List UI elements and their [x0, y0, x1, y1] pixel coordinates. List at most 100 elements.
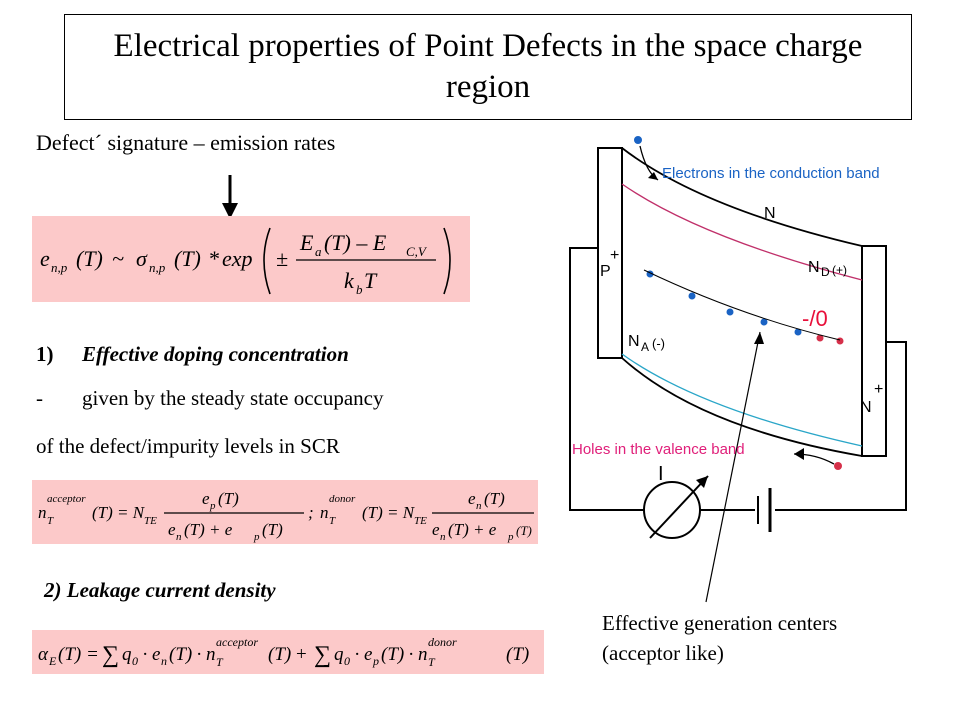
f3-targ4: (T)	[506, 644, 529, 665]
ammeter-icon	[643, 481, 701, 539]
item1-line2: of the defect/impurity levels in SCR	[36, 434, 340, 458]
f2-den-mid: (T) + e	[184, 520, 233, 539]
f3-alpha: α	[38, 644, 49, 665]
item1-heading: 1) Effective doping concentration	[36, 342, 349, 367]
f3-sum1: ∑	[102, 642, 119, 668]
label-nd-charge: (+)	[832, 263, 847, 277]
f2-don-sup: donor	[329, 493, 356, 505]
f3-targ3: (T)	[381, 644, 404, 665]
item1-dash: -	[36, 386, 43, 410]
f2-T-sub: T	[47, 515, 54, 527]
f2-arg: (T) = N	[92, 503, 146, 522]
f3-n1-sup: acceptor	[216, 635, 258, 649]
f2-nte-sub2: TE	[414, 515, 427, 527]
item1-heading-text: Effective doping concentration	[82, 342, 349, 366]
n-contact	[861, 245, 887, 457]
conduction-band-line	[621, 183, 863, 281]
defect-level-dot	[726, 308, 734, 316]
item2-heading: 2) Leakage current density	[44, 578, 276, 602]
f2-den-end: (T)	[262, 520, 283, 539]
f2-den-e: e	[168, 520, 176, 539]
f3-n1: n	[206, 644, 216, 665]
f2-den-p-sub: p	[253, 531, 260, 543]
conduction-band-top	[621, 147, 863, 247]
item1-line1: - given by the steady state occupancy	[36, 386, 383, 411]
f2-den-end2: (T)	[516, 523, 532, 538]
f3-targ1: (T)	[169, 644, 192, 665]
circuit-wire-right	[775, 341, 907, 511]
hole-dot-bottom	[834, 462, 842, 470]
occupancy-formula: n acceptor T (T) = N TE e p (T) e n (T) …	[32, 480, 538, 544]
label-holes: Holes in the valence band	[572, 441, 745, 458]
label-na: N	[628, 333, 640, 350]
f3-q1-sub: 0	[132, 654, 138, 668]
f2-arg2: (T) = N	[362, 503, 416, 522]
slide-title: Electrical properties of Point Defects i…	[113, 27, 863, 105]
f3-n2-sup: donor	[428, 635, 457, 649]
f1-num-E-sub: a	[315, 244, 322, 259]
defect-level-dot	[688, 292, 696, 300]
defect-level-dot	[760, 318, 768, 326]
leakage-current-formula: α E (T) = ∑ q 0 · e n (T) · n acceptor T…	[32, 630, 544, 674]
label-nplus-sup: +	[874, 381, 883, 398]
valence-band-line	[621, 353, 863, 447]
label-p: P	[600, 263, 611, 280]
f3-arg: (T) =	[58, 644, 99, 665]
f3-dot1: ·	[142, 644, 148, 665]
f3-e1-sub: n	[161, 654, 167, 668]
f3-dot3: ·	[354, 644, 360, 665]
label-nplus: N	[860, 399, 872, 416]
generation-pointer-line	[705, 331, 761, 603]
label-n: N	[764, 205, 776, 222]
caption-line2: (acceptor like)	[602, 641, 724, 666]
f3-n2: n	[418, 644, 428, 665]
f2-num-acc-sub: p	[209, 500, 216, 512]
f1-num-sub2: C,V	[406, 244, 428, 259]
f3-plus: +	[296, 644, 307, 665]
f1-approx: ~	[112, 246, 124, 271]
f1-num-mid: (T) – E	[324, 230, 387, 255]
down-arrow-icon	[222, 175, 238, 219]
label-electrons: Electrons in the conduction band	[662, 165, 880, 182]
ammeter-needle	[649, 475, 709, 539]
band-diagram: I Electrons in the conduction band N P +…	[569, 136, 907, 603]
f3-dot4: ·	[408, 644, 414, 665]
f3-dot2: ·	[196, 644, 202, 665]
f1-lhs-sub: n,p	[51, 260, 68, 275]
f2-num-arg2: (T)	[484, 489, 505, 508]
f3-q2: q	[334, 644, 344, 665]
f2-n-acc: n	[38, 503, 47, 522]
f3-q2-sub: 0	[344, 654, 350, 668]
f1-sigma: σ	[136, 246, 148, 271]
label-na-sub: A	[641, 340, 649, 354]
item1-number: 1)	[36, 342, 54, 366]
defect-level-hole-dot	[816, 334, 824, 342]
f1-lhs-arg: (T)	[76, 246, 103, 271]
occupancy-formula-svg: n acceptor T (T) = N TE e p (T) e n (T) …	[38, 489, 534, 543]
f1-den-T: T	[364, 268, 378, 293]
generation-centers-caption: Effective generation centers (acceptor l…	[602, 608, 837, 669]
f3-e2: e	[364, 644, 372, 665]
f2-num-arg: (T)	[218, 489, 239, 508]
f2-sep: ;	[308, 503, 314, 522]
f2-nte-sub: TE	[144, 515, 157, 527]
f3-sum2: ∑	[314, 642, 331, 668]
f1-sigma-sub: n,p	[149, 260, 166, 275]
f2-den-n-sub2: n	[440, 531, 446, 543]
f2-den-mid2: (T) + e	[448, 520, 497, 539]
label-nd-sub: D	[821, 265, 830, 279]
f1-lhs: e	[40, 246, 50, 271]
f1-times: *	[208, 246, 219, 271]
valence-band-bottom	[621, 357, 863, 457]
f3-alpha-sub: E	[48, 654, 57, 668]
f2-den-e2: e	[432, 520, 440, 539]
label-I: I	[658, 463, 664, 485]
f2-num-acc: e	[202, 489, 210, 508]
label-na-charge: (-)	[652, 336, 665, 351]
f3-n1-sub: T	[216, 655, 224, 669]
f2-acc-sup: acceptor	[47, 493, 86, 505]
title-box: Electrical properties of Point Defects i…	[64, 14, 912, 120]
f3-n2-sub: T	[428, 655, 436, 669]
defect-level-dot	[794, 328, 802, 336]
f2-n-don: n	[320, 503, 329, 522]
